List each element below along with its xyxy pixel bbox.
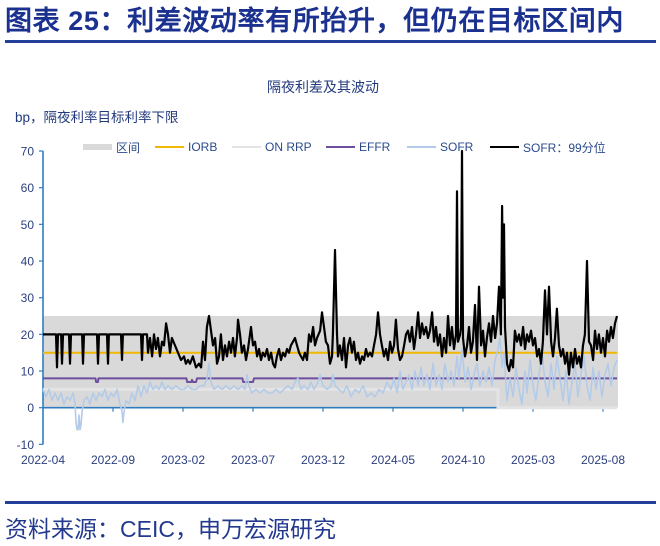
x-tick-label: 2023-07	[231, 453, 275, 467]
y-axis-title: bp，隔夜利率目标利率下限	[15, 110, 179, 125]
legend-item-iorb: IORB	[155, 140, 217, 154]
x-tick-label: 2024-10	[441, 453, 485, 467]
series-line-sofr	[42, 337, 618, 431]
y-tick-label: 60	[21, 181, 35, 195]
y-tick-label: 70	[21, 145, 35, 159]
legend-swatch-on-rrp	[232, 146, 261, 148]
legend-swatch-sofr-99th	[490, 146, 519, 148]
x-tick-label: 2022-04	[21, 453, 65, 467]
x-tick-label: 2022-09	[91, 453, 135, 467]
title-divider	[5, 40, 656, 43]
legend-label: ON RRP	[265, 140, 312, 154]
legend-label: IORB	[188, 140, 218, 154]
legend-item-sofr: SOFR	[407, 140, 473, 154]
legend-item-sofr-99th: SOFR：99分位	[490, 140, 606, 155]
legend-label: EFFR	[359, 140, 391, 154]
y-tick-label: 20	[21, 328, 35, 342]
legend-swatch-sofr	[407, 146, 436, 148]
legend-item-band: 区间	[83, 140, 141, 155]
y-tick-label: 10	[21, 365, 35, 379]
y-tick-label: 40	[21, 255, 35, 269]
x-tick-label: 2025-08	[581, 453, 625, 467]
source-note: 资料来源：CEIC，申万宏源研究	[5, 516, 336, 542]
legend-swatch-effr	[326, 146, 355, 148]
x-tick-label: 2025-03	[511, 453, 555, 467]
figure-title: 图表 25：利差波动率有所抬升，但仍在目标区间内	[5, 6, 624, 36]
y-tick-label: 0	[27, 401, 34, 415]
series-line-sofr-99	[43, 149, 619, 376]
y-tick-label: 30	[21, 291, 35, 305]
y-tick-label: -10	[17, 438, 35, 452]
legend-swatch-band	[83, 144, 112, 150]
chart-title: 隔夜利差及其波动	[267, 79, 379, 95]
legend-label: SOFR：99分位	[523, 140, 606, 155]
legend-label: SOFR	[440, 140, 474, 154]
legend-item-effr: EFFR	[326, 140, 390, 154]
y-tick-label: 50	[21, 218, 35, 232]
legend-swatch-iorb	[155, 146, 184, 148]
legend-item-on-rrp: ON RRP	[232, 140, 312, 154]
x-tick-label: 2023-02	[161, 453, 205, 467]
x-tick-label: 2024-05	[371, 453, 415, 467]
footer-divider	[5, 501, 656, 504]
series-line-on-rrp	[43, 387, 617, 410]
legend-label: 区间	[116, 140, 141, 155]
x-tick-label: 2023-12	[301, 453, 345, 467]
